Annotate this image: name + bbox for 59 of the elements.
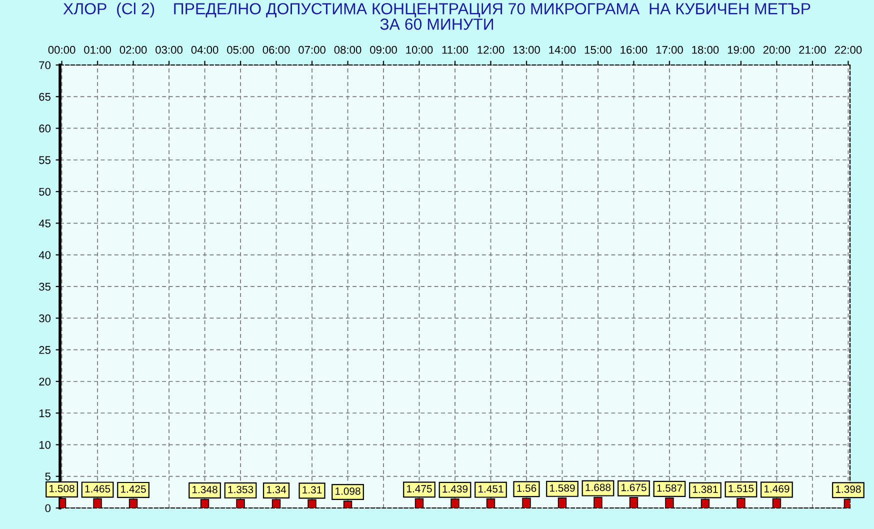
data-label: 1.31 <box>302 486 322 494</box>
data-label: 1.587 <box>657 484 682 492</box>
y-tick-label: 55 <box>39 156 51 164</box>
y-tick-label: 10 <box>39 440 51 449</box>
y-tick-label: 50 <box>39 188 51 196</box>
x-tick-label: 20:00 <box>763 46 790 54</box>
data-label: 1.469 <box>764 485 790 492</box>
data-label: 1.675 <box>621 484 646 492</box>
x-tick-label: 08:00 <box>334 46 362 54</box>
x-tick-label: 18:00 <box>692 46 719 54</box>
x-tick-label: 00:00 <box>48 46 76 54</box>
data-label: 1.465 <box>85 485 110 493</box>
x-tick-label: 13:00 <box>513 46 540 54</box>
data-label: 1.348 <box>192 486 218 494</box>
chart-title: ХЛОР (Cl 2) ПРЕДЕЛНО ДОПУСТИМА КОНЦЕНТРАЦИЯ 70 МИКРОГРАМА НА КУБИЧЕН МЕТЪР ЗА 60 МИНУТИ <box>63 2 810 30</box>
x-tick-label: 04:00 <box>191 46 218 54</box>
x-tick-label: 10:00 <box>406 46 433 54</box>
x-tick-label: 12:00 <box>478 46 504 54</box>
x-tick-label: 03:00 <box>156 46 182 54</box>
x-tick-label: 21:00 <box>799 46 826 54</box>
x-tick-label: 15:00 <box>584 46 612 54</box>
data-label: 1.508 <box>50 484 74 492</box>
data-label: 1.589 <box>550 484 575 492</box>
x-tick-label: 19:00 <box>728 46 754 54</box>
x-tick-label: 14:00 <box>549 46 576 54</box>
data-label: 1.451 <box>478 485 504 493</box>
y-tick-label: 60 <box>39 124 51 132</box>
data-label: 1.098 <box>336 487 360 495</box>
y-tick-label: 15 <box>39 409 51 418</box>
y-tick-label: 25 <box>39 346 51 354</box>
y-tick-label: 40 <box>38 251 51 259</box>
y-tick-label: 20 <box>39 378 51 386</box>
data-label: 1.475 <box>407 485 432 492</box>
data-label: 1.688 <box>586 484 611 492</box>
x-tick-label: 06:00 <box>262 46 290 54</box>
x-tick-label: 09:00 <box>370 46 397 54</box>
x-tick-label: 05:00 <box>227 46 254 54</box>
y-tick-label: 5 <box>45 472 51 480</box>
x-tick-label: 11:00 <box>442 46 468 54</box>
x-tick-label: 07:00 <box>298 46 326 54</box>
y-tick-label: 30 <box>39 314 51 322</box>
data-label: 1.398 <box>836 486 861 493</box>
data-label: 1.353 <box>228 486 254 494</box>
x-tick-label: 17:00 <box>656 46 683 54</box>
y-tick-label: 70 <box>39 61 51 70</box>
data-label: 1.56 <box>517 484 536 492</box>
y-tick-label: 0 <box>45 504 51 512</box>
data-label: 1.425 <box>121 485 146 493</box>
data-label: 1.34 <box>266 486 286 494</box>
y-tick-label: 65 <box>39 92 51 101</box>
y-tick-label: 35 <box>39 282 51 291</box>
y-tick-label: 45 <box>38 220 51 228</box>
x-tick-label: 01:00 <box>84 46 112 54</box>
x-tick-label: 16:00 <box>620 46 648 54</box>
x-tick-label: 22:00 <box>834 46 862 54</box>
data-label: 1.381 <box>692 486 718 494</box>
data-label: 1.515 <box>728 484 754 492</box>
data-label: 1.439 <box>442 485 468 493</box>
x-tick-label: 02:00 <box>120 46 147 54</box>
